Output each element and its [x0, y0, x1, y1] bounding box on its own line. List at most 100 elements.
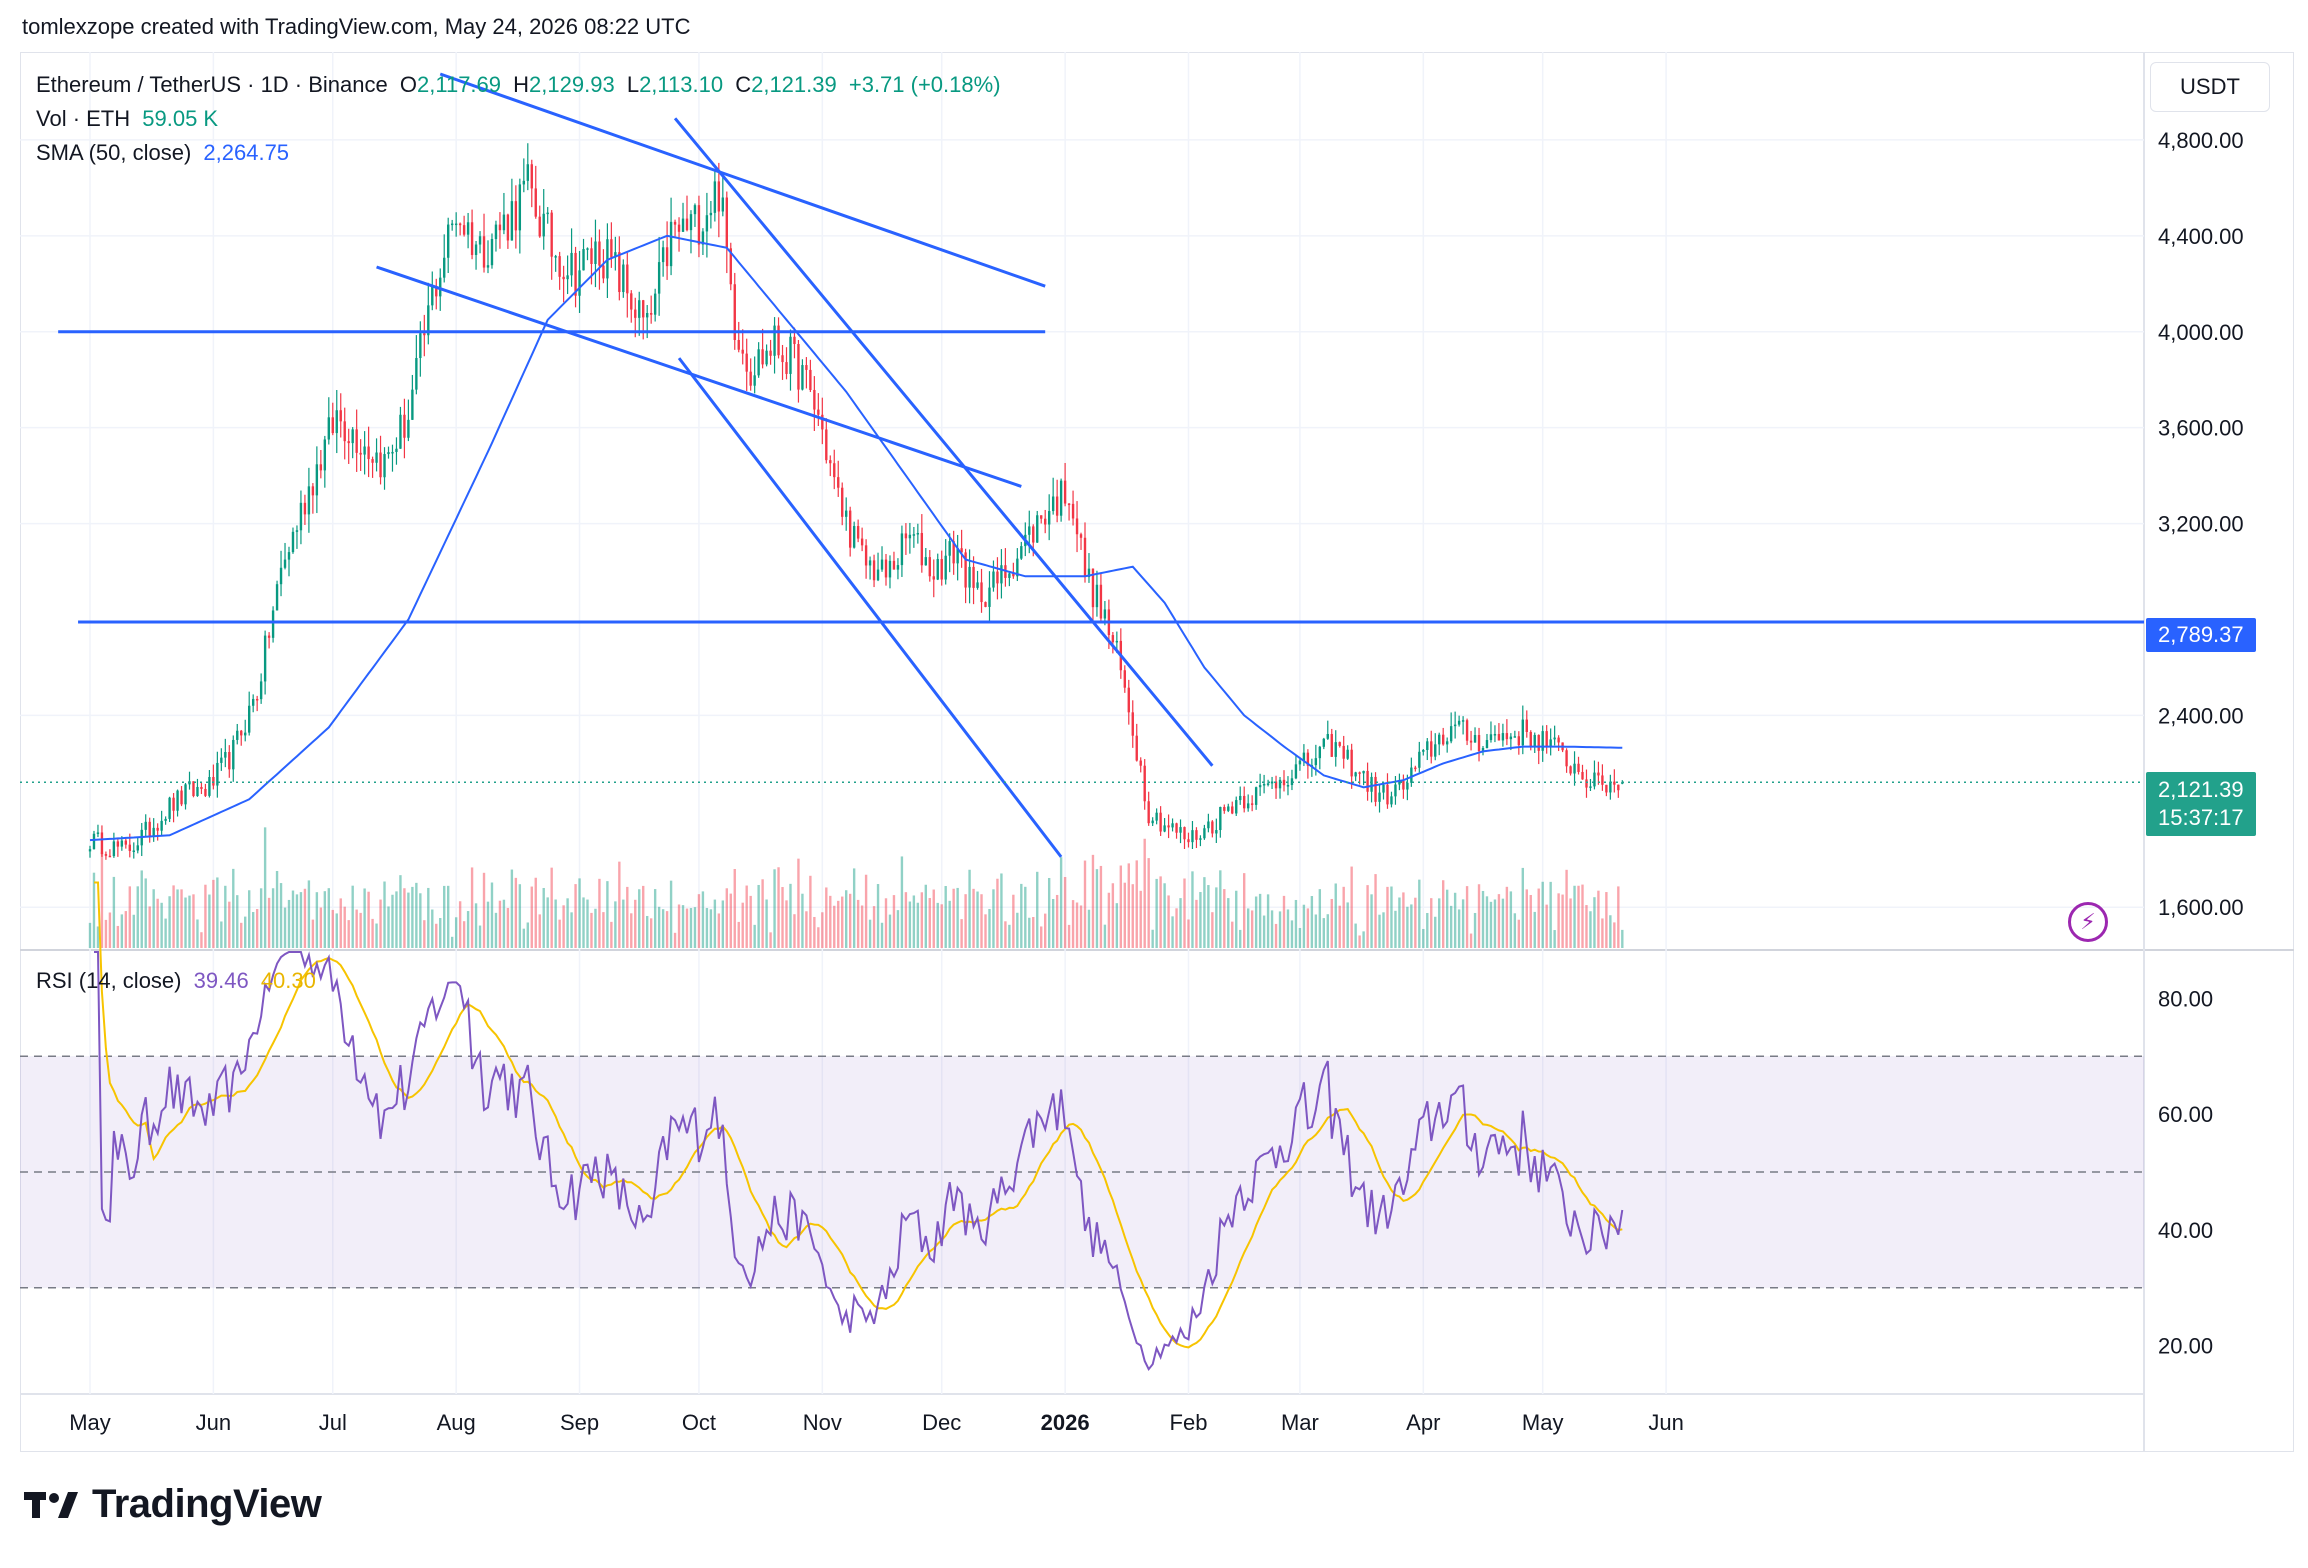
candle-body	[1465, 720, 1469, 741]
volume-bar	[180, 889, 183, 948]
candle-body	[829, 460, 832, 464]
candle-body	[972, 566, 975, 588]
rsi-tick-label: 80.00	[2158, 986, 2213, 1011]
volume-bar	[825, 887, 828, 948]
volume-bar	[1422, 928, 1425, 948]
volume-bar	[458, 901, 462, 948]
candle-body	[630, 293, 633, 310]
volume-bar	[474, 903, 478, 948]
candle-body	[1390, 796, 1393, 805]
volume-bar	[431, 909, 434, 948]
lightning-icon[interactable]: ⚡	[2068, 902, 2108, 942]
volume-bar	[1159, 876, 1162, 948]
candle-body	[1497, 734, 1501, 741]
volume-bar	[331, 909, 334, 948]
volume-bar	[1334, 883, 1337, 948]
candle-body	[1083, 537, 1087, 578]
volume-bar	[1617, 886, 1620, 948]
candle-body	[1398, 781, 1401, 785]
candle-body	[263, 635, 267, 682]
legend-close: 2,121.39	[751, 72, 837, 97]
candle-body	[980, 582, 983, 603]
candle-body	[1322, 738, 1325, 747]
candle-body	[1167, 825, 1170, 828]
candle-body	[363, 446, 366, 455]
volume-bar	[809, 875, 812, 948]
volume-bar	[1119, 865, 1123, 948]
candle-body	[1246, 803, 1250, 809]
volume-bar	[1310, 896, 1314, 948]
volume-bar	[391, 894, 394, 948]
candle-body	[1000, 565, 1003, 584]
volume-bar	[315, 892, 319, 948]
volume-bar	[351, 885, 354, 948]
candle-body	[1298, 760, 1302, 765]
volume-bar	[606, 881, 609, 948]
volume-bar	[1378, 914, 1381, 948]
candle-body	[120, 840, 124, 847]
candle-body	[311, 486, 315, 496]
candle-body	[371, 459, 374, 463]
volume-bar	[1414, 897, 1417, 948]
volume-bar	[856, 899, 860, 948]
volume-bar	[793, 914, 796, 948]
volume-bar	[1434, 916, 1437, 948]
chart-frame[interactable]	[20, 52, 2294, 1452]
volume-bar	[586, 899, 589, 948]
volume-bar	[1366, 885, 1369, 948]
candle-body	[646, 313, 649, 318]
candle-body	[1406, 782, 1409, 790]
volume-bar	[610, 921, 613, 948]
volume-bar	[267, 897, 271, 948]
volume-bar	[1545, 904, 1548, 948]
volume-bar	[602, 912, 605, 948]
volume-bar	[1601, 918, 1604, 948]
volume-bar	[120, 914, 124, 948]
time-tick-label: Oct	[682, 1410, 716, 1435]
candle-body	[1135, 735, 1138, 761]
candle-body	[1290, 778, 1294, 786]
candle-body	[220, 757, 223, 763]
volume-bar	[1235, 890, 1238, 948]
volume-bar	[379, 899, 382, 948]
candle-body	[415, 358, 418, 390]
volume-bar	[248, 890, 251, 948]
candle-body	[526, 164, 529, 181]
legend-vol: 59.05 K	[142, 106, 219, 131]
candle-body	[665, 247, 669, 267]
volume-bar	[1135, 860, 1138, 948]
price-tag-last: 2,121.39 15:37:17	[2146, 772, 2256, 836]
volume-bar	[1477, 884, 1481, 948]
volume-bar	[1346, 902, 1349, 948]
candle-body	[530, 164, 533, 189]
time-tick-label: Jun	[196, 1410, 231, 1435]
candle-body	[1040, 515, 1043, 519]
candle-body	[697, 205, 701, 245]
candle-body	[761, 349, 764, 365]
time-tick-label: Nov	[803, 1410, 842, 1435]
volume-bar	[323, 891, 327, 948]
volume-bar	[510, 869, 514, 948]
volume-bar	[216, 877, 219, 948]
volume-bar	[363, 888, 366, 948]
logo-text: TradingView	[92, 1482, 322, 1526]
candle-body	[992, 571, 995, 588]
candle-body	[176, 790, 179, 811]
candle-body	[864, 545, 868, 566]
tradingview-logo: TradingView	[24, 1482, 322, 1527]
volume-bar	[1390, 886, 1393, 948]
candle-body	[347, 441, 350, 444]
legend-open: 2,117.69	[417, 72, 502, 97]
volume-bar	[450, 936, 454, 948]
currency-selector[interactable]: USDT	[2150, 62, 2270, 112]
candle-body	[1016, 558, 1019, 577]
candle-body	[514, 201, 518, 231]
volume-bar	[1179, 898, 1182, 948]
candle-body	[566, 275, 569, 280]
candle-body	[1589, 786, 1592, 788]
volume-bar	[1298, 927, 1302, 948]
candle-body	[1278, 779, 1282, 789]
time-tick-label: Jul	[319, 1410, 347, 1435]
candle-body	[1243, 795, 1246, 809]
